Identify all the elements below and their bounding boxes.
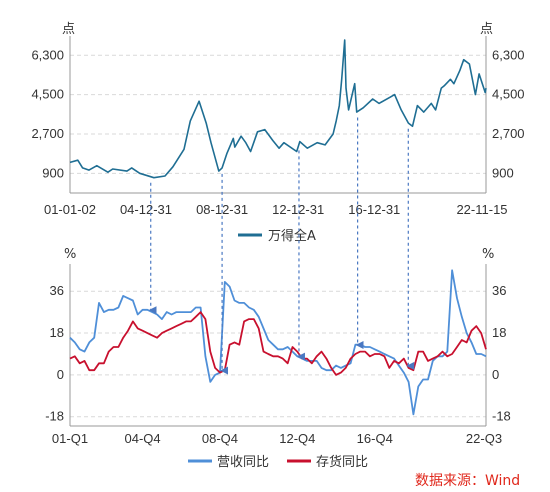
- top-x-tick-label: 16-12-31: [348, 202, 400, 217]
- bottom-y-tick-label-right: -18: [492, 409, 511, 424]
- bottom-y-ticks-left: -18 0 18 36: [45, 283, 64, 423]
- bottom-axes: [69, 264, 487, 427]
- bottom-legend: 营收同比 存货同比: [188, 454, 368, 470]
- bottom-x-tick-label: 12-Q4: [279, 431, 315, 446]
- top-y-tick-label-left: 6,300: [31, 47, 64, 62]
- top-y-ticks-right: 900 2,700 4,500 6,300: [492, 47, 525, 180]
- top-axes: [69, 36, 487, 194]
- bottom-y-tick-label-left: 0: [57, 367, 64, 382]
- top-unit-right: 点: [480, 22, 493, 37]
- legend-label-revenue-yoy: 营收同比: [217, 455, 269, 470]
- series-line-revenue-yoy: [69, 269, 487, 416]
- top-y-tick-label-left: 4,500: [31, 87, 64, 102]
- series-line-inventory-yoy: [69, 311, 487, 376]
- bottom-y-tick-label-right: 18: [492, 325, 506, 340]
- top-y-tick-label-right: 2,700: [492, 126, 525, 141]
- top-x-tick-label: 22-11-15: [456, 202, 507, 217]
- annotation-arrows: [148, 117, 415, 375]
- bottom-x-tick-label: 04-Q4: [124, 431, 160, 446]
- bottom-x-tick-label: 01-Q1: [52, 431, 88, 446]
- legend-label-inventory-yoy: 存货同比: [316, 454, 368, 470]
- bottom-y-tick-label-right: 0: [492, 367, 499, 382]
- bottom-y-tick-label-left: -18: [45, 409, 64, 424]
- top-y-tick-label-right: 900: [492, 165, 514, 180]
- bottom-y-tick-label-left: 18: [50, 325, 64, 340]
- top-y-ticks-left: 900 2,700 4,500 6,300: [31, 47, 64, 180]
- bottom-y-tick-label-right: 36: [492, 283, 506, 298]
- top-x-tick-label: 08-12-31: [196, 202, 248, 217]
- bottom-unit-left: %: [64, 247, 76, 262]
- top-x-tick-label: 12-12-31: [272, 202, 324, 217]
- data-source-label: 数据来源：Wind: [415, 473, 520, 489]
- bottom-x-tick-label: 08-Q4: [202, 431, 238, 446]
- top-legend: 万得全A: [238, 228, 316, 244]
- top-y-tick-label-left: 900: [42, 165, 64, 180]
- top-y-tick-label-left: 2,700: [31, 126, 64, 141]
- bottom-x-ticks: 01-Q1 04-Q4 08-Q4 12-Q4 16-Q4 22-Q3: [52, 431, 502, 446]
- legend-label-wind-all-a: 万得全A: [268, 228, 316, 244]
- series-line-wind-all-a: [69, 39, 487, 179]
- top-x-tick-label: 04-12-31: [120, 202, 172, 217]
- bottom-y-ticks-right: -18 0 18 36: [492, 283, 511, 423]
- top-x-ticks: 01-01-02 04-12-31 08-12-31 12-12-31 16-12-31…: [44, 202, 508, 217]
- top-chart: 点 点 900 2,700 4,500 6,300 900 2,700 4,500 6,30…: [31, 22, 524, 244]
- bottom-y-tick-label-left: 36: [50, 283, 64, 298]
- bottom-x-tick-label: 22-Q3: [466, 431, 502, 446]
- top-x-tick-label: 01-01-02: [44, 202, 96, 217]
- top-unit-left: 点: [62, 22, 75, 37]
- bottom-unit-right: %: [482, 247, 494, 262]
- top-y-tick-label-right: 4,500: [492, 87, 525, 102]
- bottom-x-tick-label: 16-Q4: [357, 431, 393, 446]
- top-y-tick-label-right: 6,300: [492, 47, 525, 62]
- bottom-grid: [70, 290, 486, 418]
- top-grid: [70, 54, 486, 174]
- bottom-chart: % % -18 0 18 36 -18 0 18 36 01-Q1 04-Q4 08-Q4 12-…: [45, 247, 511, 470]
